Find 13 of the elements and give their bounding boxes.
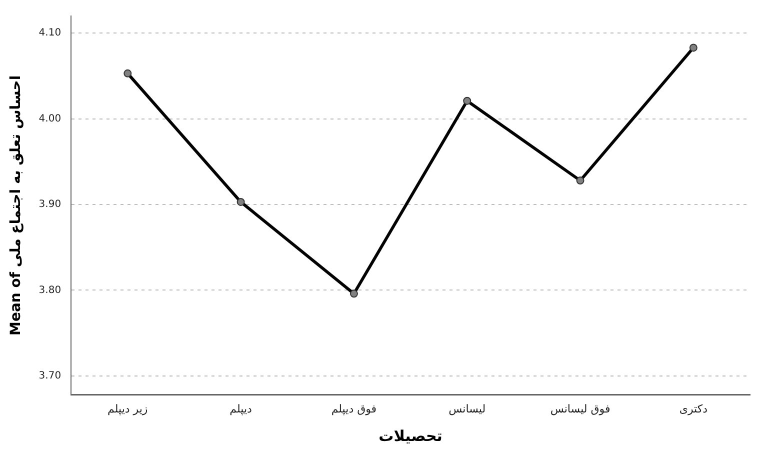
y-axis-title: Mean of احساس تعلق به اجتماع ملی bbox=[8, 75, 24, 336]
y-tick-label: 4.10 bbox=[38, 28, 62, 39]
x-tick-label: زیر دیپلم bbox=[108, 402, 148, 416]
y-tick-label: 4.00 bbox=[38, 113, 62, 124]
x-tick-label: لیسانس bbox=[448, 402, 486, 416]
x-tick-label: دکتری bbox=[679, 402, 708, 416]
y-tick-label: 3.70 bbox=[38, 370, 62, 382]
x-tick-label: فوق دیپلم bbox=[331, 402, 377, 416]
y-tick-label: 3.80 bbox=[38, 284, 62, 296]
x-axis-title: تحصیلات bbox=[378, 426, 442, 445]
x-tick-label: دیپلم bbox=[230, 402, 252, 416]
y-tick-label: 3.90 bbox=[38, 199, 62, 210]
x-tick-label: فوق لیسانس bbox=[550, 402, 610, 416]
